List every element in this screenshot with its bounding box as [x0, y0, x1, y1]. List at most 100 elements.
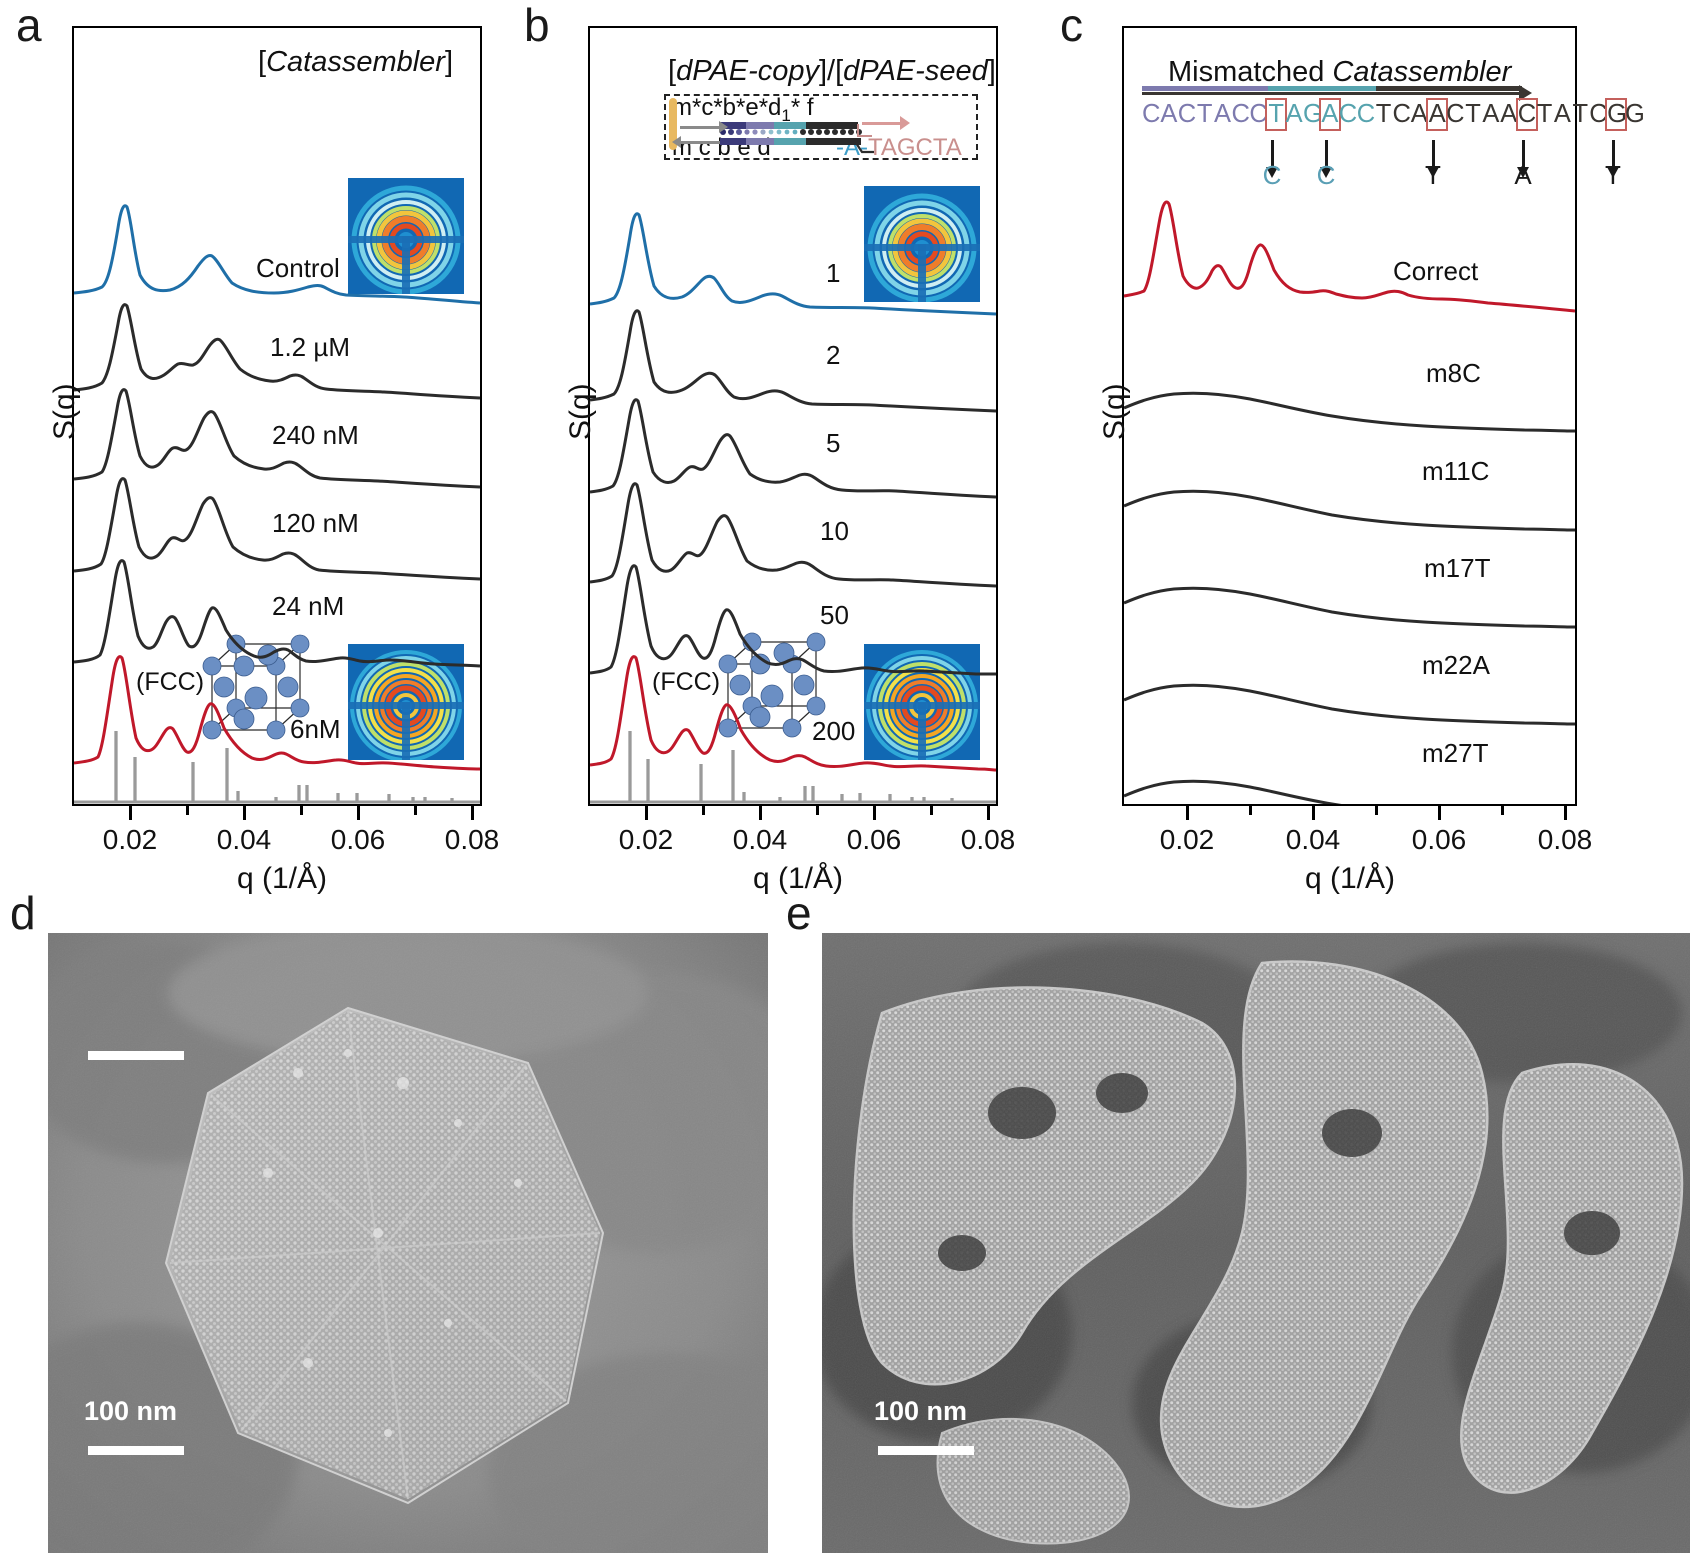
panel-letter-c: c — [1060, 0, 1083, 51]
xtick-c-1 — [1312, 806, 1315, 820]
sequence-base: T — [1572, 100, 1589, 128]
xtick-a-minor2 — [414, 806, 417, 815]
saxs-detector-inset-6nm — [348, 644, 464, 760]
sem-image-d — [48, 933, 768, 1553]
ylabel-a: S(q) — [48, 383, 81, 440]
duplex-seg-dstar — [806, 138, 861, 145]
dpae-schematic-box: m*c*b*e*d1* f m c b e d -A-TAGCTA — [664, 94, 978, 161]
duplex-seg-cstar — [720, 138, 746, 145]
toehold-arrow-icon — [862, 117, 910, 129]
xtick-c-minor1 — [1375, 806, 1378, 815]
panel-a-curves — [74, 204, 480, 804]
sequence-base: C — [1356, 100, 1376, 128]
panel-c-curves — [1124, 200, 1575, 804]
beamstop-vertical — [402, 702, 410, 760]
xtick-b-3 — [987, 806, 990, 820]
curve-label-a-2: 240 nM — [272, 420, 359, 450]
curve-label-b-2: 5 — [826, 428, 841, 458]
duplex-seg-d — [806, 122, 858, 129]
xtick-b-minor0 — [702, 806, 705, 815]
sequence-base-boxed: A — [1318, 98, 1341, 131]
mismatch-arrow-1 — [1320, 140, 1331, 178]
duplex-seg-bstar — [746, 138, 774, 145]
panel-letter-d: d — [10, 887, 36, 939]
ylabel-c: S(q) — [1098, 383, 1131, 440]
curve-label-b-4: 50 — [820, 600, 849, 630]
curve-label-a-4: 24 nM — [272, 591, 345, 621]
sequence-base: A — [1482, 100, 1500, 128]
fcc-label-a: (FCC) — [136, 668, 205, 696]
mismatch-base-2: T — [1425, 160, 1441, 190]
duplex-seg-c — [720, 122, 746, 129]
curve-label-b-1: 2 — [826, 340, 841, 370]
sequence-base: A — [1160, 100, 1178, 128]
sequence-base-boxed: G — [1605, 98, 1628, 131]
mismatch-base-3: A — [1514, 160, 1532, 190]
sequence-base-boxed: C — [1515, 98, 1538, 131]
domain-bar-2 — [1376, 86, 1522, 91]
beamstop-vertical — [402, 236, 410, 294]
xtick-c-2 — [1438, 806, 1441, 820]
sem-micrograph-d — [48, 933, 768, 1553]
xticklabel-b-1: 0.04 — [732, 824, 788, 855]
xtick-a-2 — [357, 806, 360, 820]
saxs-detector-inset-ratio200 — [864, 644, 980, 760]
fcc-unit-cell-icon-b — [718, 632, 826, 738]
curve-label-a-3: 120 nM — [272, 508, 359, 538]
saxs-detector-inset-control — [348, 178, 464, 294]
beamstop-vertical — [918, 702, 926, 760]
branch-hook-icon — [857, 124, 872, 137]
fcc-label-b: (FCC) — [652, 668, 721, 696]
branch-hook-bottom-icon — [853, 139, 874, 154]
direction-arrow-icon — [1142, 85, 1532, 101]
xtick-c-minor0 — [1249, 806, 1252, 815]
curve-label-c-4: m22A — [1422, 650, 1490, 680]
basepair-dots-icon — [720, 129, 862, 135]
xtick-b-2 — [873, 806, 876, 820]
sequence-base: G — [1303, 100, 1323, 128]
beamstop-vertical — [918, 244, 926, 302]
sequence-base: C — [1589, 100, 1608, 128]
scalebar-bar-d — [88, 1446, 184, 1455]
curve-label-b-3: 10 — [820, 516, 849, 546]
curve-label-a-0: Control — [256, 253, 340, 283]
mismatch-base-4: T — [1605, 160, 1621, 190]
xtick-a-minor0 — [186, 806, 189, 815]
scalebar-bar-e — [878, 1446, 974, 1455]
sem-image-e — [822, 933, 1690, 1553]
xticklabel-a-1: 0.04 — [216, 824, 272, 855]
sequence-base: G — [1625, 100, 1645, 128]
curve-label-a-1: 1.2 µM — [270, 332, 351, 362]
mismatch-arrow-4 — [1607, 140, 1618, 178]
xtick-c-0 — [1186, 806, 1189, 820]
curve-label-b-5: 200 — [812, 716, 856, 746]
xticklabel-a-2: 0.06 — [330, 824, 386, 855]
xtick-a-1 — [243, 806, 246, 820]
curve-label-c-3: m17T — [1424, 553, 1491, 583]
panel-b-corner-label: [dPAE-copy]/[dPAE-seed] — [668, 55, 996, 87]
xticklabel-a-3: 0.08 — [444, 824, 500, 855]
panel-letter-a: a — [16, 0, 42, 51]
panel-b-curves — [590, 212, 996, 804]
xtick-a-minor1 — [300, 806, 303, 815]
sequence-base: A — [1500, 100, 1518, 128]
sequence-base-boxed: T — [1265, 98, 1288, 131]
sequence-text: CACTACCTAGACCTCAACTAACTATCGG — [1142, 98, 1645, 131]
hairpin-stem-icon — [669, 98, 677, 150]
xtick-a-0 — [129, 806, 132, 820]
sequence-base: T — [1196, 100, 1213, 128]
sequence-base: T — [1375, 100, 1392, 128]
mismatch-arrow-2 — [1427, 140, 1438, 178]
sequence-base: C — [1338, 100, 1358, 128]
curve-label-c-5: m27T — [1422, 738, 1489, 768]
scalebar-label-e: 100 nm — [874, 1396, 968, 1426]
xtick-b-1 — [759, 806, 762, 820]
fcc-unit-cell-icon-a — [202, 634, 310, 740]
xticklabel-c-3: 0.08 — [1537, 824, 1593, 855]
sequence-base: A — [1553, 100, 1571, 128]
sequence-base: A — [1410, 100, 1428, 128]
xlabel-a: q (1/Å) — [236, 862, 328, 895]
arrow-right-icon — [680, 121, 728, 132]
mismatch-base-0: C — [1262, 160, 1282, 190]
sequence-base-boxed: A — [1426, 98, 1449, 131]
